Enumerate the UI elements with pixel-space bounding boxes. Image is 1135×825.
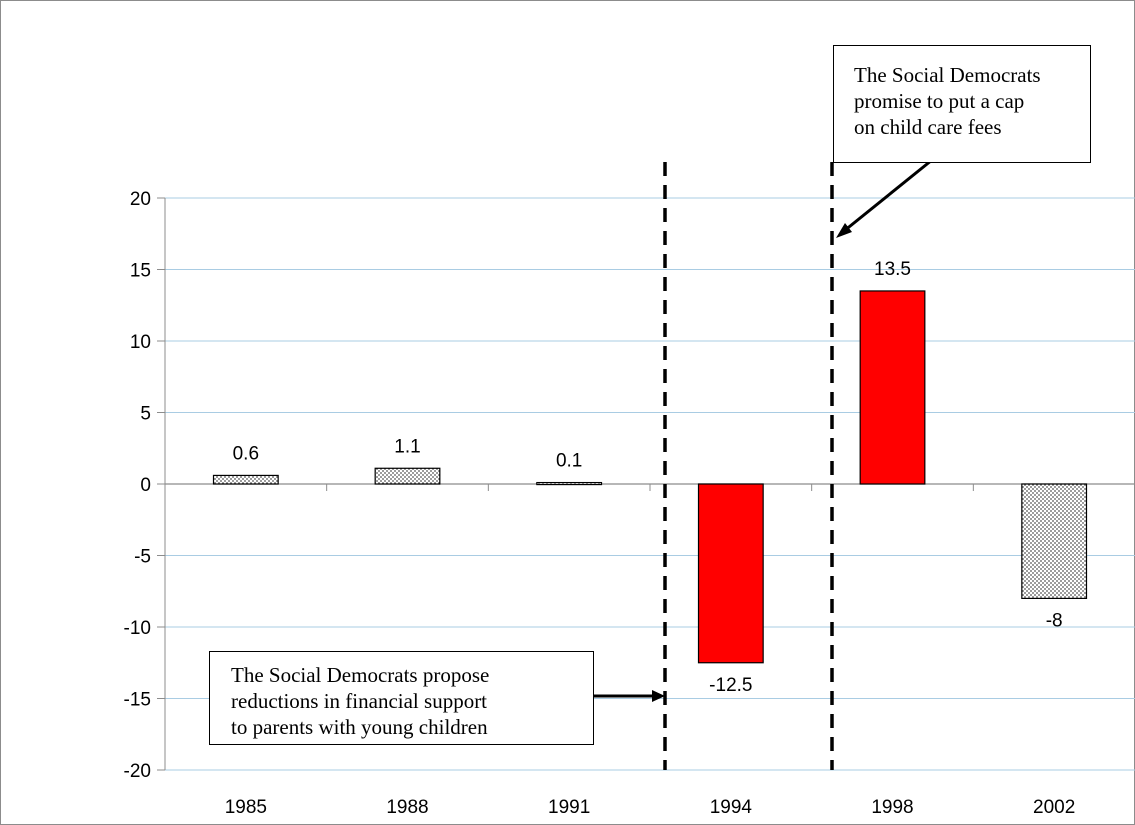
x-tick-label-2002: 2002 bbox=[1033, 797, 1075, 818]
arrowhead-1994 bbox=[652, 690, 665, 702]
bar-1985 bbox=[212, 474, 279, 485]
y-tick-label: -15 bbox=[124, 690, 151, 711]
annotation-line: to parents with young children bbox=[231, 715, 488, 739]
y-tick-label: 0 bbox=[140, 475, 151, 496]
y-tick-label: 15 bbox=[130, 261, 151, 282]
arrow-1998 bbox=[843, 158, 933, 233]
x-tick-label-1998: 1998 bbox=[871, 797, 913, 818]
annotation-cap-child-care-fees: The Social Democrats promise to put a ca… bbox=[833, 45, 1091, 163]
data-label-1988: 1.1 bbox=[394, 436, 420, 457]
y-tick-label: 5 bbox=[140, 404, 151, 425]
data-labels: 0.6 1.1 0.1 -12.5 13.5 -8 bbox=[233, 259, 1063, 696]
gridlines bbox=[165, 197, 1135, 771]
data-label-1998: 13.5 bbox=[874, 259, 911, 280]
data-label-1991: 0.1 bbox=[556, 451, 582, 472]
annotation-reductions-financial-support: The Social Democrats propose reductions … bbox=[209, 651, 594, 745]
y-tick-label: -20 bbox=[124, 761, 151, 782]
y-tick-label: 10 bbox=[130, 332, 151, 353]
bar-1988 bbox=[374, 467, 441, 485]
arrowhead-1998 bbox=[836, 223, 852, 238]
annotation-line: The Social Democrats bbox=[854, 63, 1041, 87]
data-label-1994: -12.5 bbox=[709, 675, 752, 696]
bars bbox=[212, 290, 1088, 664]
y-tick-label: -5 bbox=[134, 547, 151, 568]
x-tick-label-1991: 1991 bbox=[548, 797, 590, 818]
data-label-2002: -8 bbox=[1046, 610, 1063, 631]
bar-1991 bbox=[536, 481, 603, 486]
annotation-line: The Social Democrats propose bbox=[231, 663, 490, 687]
x-tick-label-1988: 1988 bbox=[386, 797, 428, 818]
annotation-line: promise to put a cap bbox=[854, 89, 1025, 113]
annotation-line: reductions in financial support bbox=[231, 689, 488, 713]
bar-1994 bbox=[697, 483, 764, 664]
y-tick-label: 20 bbox=[130, 189, 151, 210]
bar-2002 bbox=[1021, 483, 1088, 600]
axes: 20 15 10 5 0 -5 -10 -15 -20 1985 1988 1991 1994 1998 2… bbox=[124, 189, 1135, 818]
annotation-line: on child care fees bbox=[854, 115, 1002, 139]
x-tick-label-1994: 1994 bbox=[710, 797, 753, 818]
data-label-1985: 0.6 bbox=[233, 443, 259, 464]
x-tick-label-1985: 1985 bbox=[225, 797, 267, 818]
bar-1998 bbox=[859, 290, 926, 485]
y-tick-label: -10 bbox=[124, 618, 151, 639]
event-markers bbox=[593, 158, 933, 770]
